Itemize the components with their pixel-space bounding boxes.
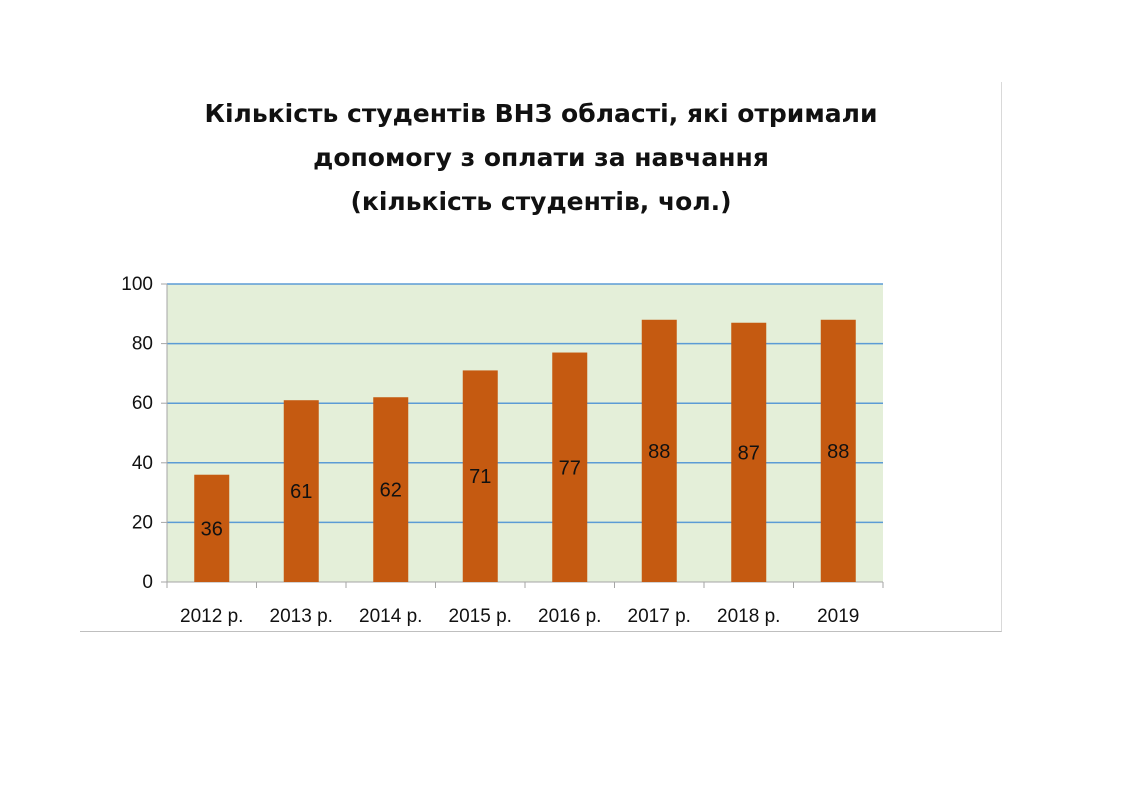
data-label-5: 88 bbox=[648, 441, 670, 463]
plot-area bbox=[167, 284, 883, 582]
chart-title-line-1: Кількість студентів ВНЗ області, які отр… bbox=[204, 99, 878, 128]
chart-title-line-2: допомогу з оплати за навчання bbox=[313, 143, 769, 172]
y-tick-label: 80 bbox=[132, 334, 153, 355]
bar-6 bbox=[731, 322, 767, 582]
bar-5 bbox=[641, 319, 677, 582]
y-tick-label: 20 bbox=[132, 512, 153, 533]
category-label-7: 2019 bbox=[817, 606, 859, 627]
data-label-7: 88 bbox=[827, 441, 849, 463]
category-label-1: 2013 р. bbox=[270, 606, 333, 627]
bar-0 bbox=[194, 474, 230, 582]
y-tick-label: 40 bbox=[132, 453, 153, 474]
bar-7 bbox=[820, 319, 856, 582]
y-tick-label: 0 bbox=[142, 572, 153, 593]
bar-4 bbox=[552, 352, 588, 582]
bar-2 bbox=[373, 397, 409, 582]
category-label-4: 2016 р. bbox=[538, 606, 601, 627]
data-label-0: 36 bbox=[201, 518, 223, 540]
bar-1 bbox=[283, 400, 319, 582]
data-label-6: 87 bbox=[738, 442, 760, 464]
data-label-2: 62 bbox=[380, 480, 402, 502]
category-label-3: 2015 р. bbox=[449, 606, 512, 627]
chart-title-line-3: (кількість студентів, чол.) bbox=[350, 187, 732, 216]
y-tick-label: 60 bbox=[132, 393, 153, 414]
category-label-0: 2012 р. bbox=[180, 606, 243, 627]
bar-3 bbox=[462, 370, 498, 582]
data-label-1: 61 bbox=[290, 481, 312, 503]
category-label-2: 2014 р. bbox=[359, 606, 422, 627]
category-label-6: 2018 р. bbox=[717, 606, 780, 627]
chart-frame: Кількість студентів ВНЗ області, які отр… bbox=[80, 82, 1002, 632]
chart-title: Кількість студентів ВНЗ області, які отр… bbox=[80, 92, 1002, 224]
bar-chart: 0 20 40 60 80 100 36 2012 р. 61 2013 р. 62 2014 р. 7… bbox=[121, 274, 884, 627]
category-label-5: 2017 р. bbox=[628, 606, 691, 627]
y-tick-label: 100 bbox=[121, 274, 153, 295]
data-label-3: 71 bbox=[469, 466, 491, 488]
data-label-4: 77 bbox=[559, 457, 581, 479]
